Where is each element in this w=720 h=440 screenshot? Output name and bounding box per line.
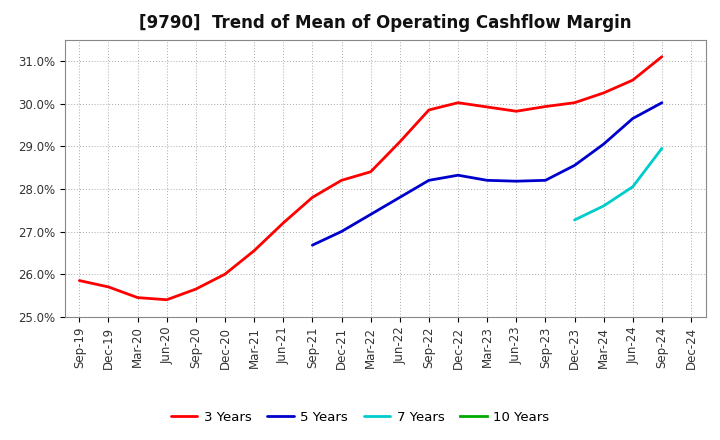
5 Years	[483, 178, 492, 183]
3 Years	[279, 220, 287, 226]
3 Years	[133, 295, 142, 300]
3 Years	[104, 284, 113, 290]
5 Years	[395, 195, 404, 200]
5 Years	[541, 178, 550, 183]
5 Years	[657, 100, 666, 105]
5 Years	[570, 163, 579, 168]
3 Years	[395, 139, 404, 145]
3 Years	[570, 100, 579, 105]
3 Years	[629, 77, 637, 83]
7 Years	[629, 184, 637, 189]
5 Years	[454, 172, 462, 178]
3 Years	[250, 248, 258, 253]
Line: 5 Years: 5 Years	[312, 103, 662, 245]
3 Years	[425, 107, 433, 113]
5 Years	[366, 212, 375, 217]
Line: 3 Years: 3 Years	[79, 57, 662, 300]
Title: [9790]  Trend of Mean of Operating Cashflow Margin: [9790] Trend of Mean of Operating Cashfl…	[139, 15, 631, 33]
3 Years	[483, 104, 492, 110]
3 Years	[192, 286, 200, 292]
3 Years	[599, 90, 608, 95]
3 Years	[220, 271, 229, 277]
7 Years	[570, 217, 579, 223]
3 Years	[541, 104, 550, 109]
5 Years	[337, 229, 346, 234]
3 Years	[75, 278, 84, 283]
5 Years	[629, 116, 637, 121]
3 Years	[163, 297, 171, 302]
3 Years	[366, 169, 375, 174]
Legend: 3 Years, 5 Years, 7 Years, 10 Years: 3 Years, 5 Years, 7 Years, 10 Years	[166, 405, 554, 429]
3 Years	[337, 178, 346, 183]
5 Years	[512, 179, 521, 184]
7 Years	[657, 146, 666, 151]
3 Years	[308, 195, 317, 200]
Line: 7 Years: 7 Years	[575, 148, 662, 220]
3 Years	[512, 109, 521, 114]
5 Years	[425, 178, 433, 183]
3 Years	[454, 100, 462, 105]
3 Years	[657, 54, 666, 59]
7 Years	[599, 203, 608, 209]
5 Years	[599, 141, 608, 147]
5 Years	[308, 242, 317, 248]
